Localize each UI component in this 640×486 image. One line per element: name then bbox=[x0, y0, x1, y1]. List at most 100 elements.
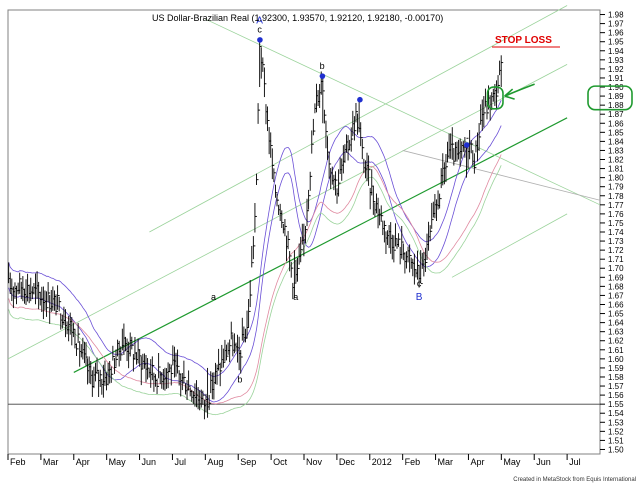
price-bar bbox=[353, 116, 357, 141]
price-bar bbox=[297, 257, 300, 282]
price-bar bbox=[393, 235, 396, 263]
y-tick-label: 1.78 bbox=[608, 192, 624, 201]
descending-channel-lower bbox=[402, 150, 601, 201]
y-tick-label: 1.91 bbox=[608, 74, 624, 83]
price-bar bbox=[304, 225, 308, 244]
price-bar bbox=[256, 173, 259, 185]
pivot-dot bbox=[464, 142, 470, 148]
price-bar bbox=[158, 352, 161, 379]
main-trendline bbox=[73, 117, 568, 373]
price-bar bbox=[248, 299, 251, 328]
price-bar bbox=[338, 169, 341, 197]
highlight-circle-axis bbox=[587, 85, 633, 111]
highlight-arrow-head bbox=[504, 88, 515, 100]
price-bar bbox=[496, 80, 499, 110]
price-bar bbox=[249, 280, 253, 308]
trend-channels bbox=[7, 5, 601, 405]
price-bar bbox=[183, 360, 186, 384]
y-tick-label: 1.81 bbox=[608, 165, 624, 174]
outer-channel-line bbox=[149, 5, 568, 233]
chart-title: US Dollar-Brazilian Real (1.92300, 1.935… bbox=[152, 13, 443, 23]
price-bar bbox=[254, 202, 257, 233]
price-bar bbox=[96, 357, 100, 375]
y-tick-label: 1.95 bbox=[608, 38, 624, 47]
ma-envelope-lower bbox=[8, 165, 502, 416]
price-bar bbox=[47, 282, 51, 303]
price-bar bbox=[177, 349, 180, 374]
price-bar bbox=[445, 154, 448, 183]
x-tick-label: 2012 bbox=[372, 457, 392, 467]
price-bar bbox=[308, 189, 311, 210]
y-tick-label: 1.50 bbox=[608, 445, 624, 454]
y-tick-label: 1.61 bbox=[608, 346, 624, 355]
price-bar bbox=[322, 76, 325, 124]
price-bar bbox=[289, 251, 292, 272]
y-axis: 1.501.511.521.531.541.551.561.571.581.59… bbox=[600, 11, 624, 454]
y-tick-label: 1.86 bbox=[608, 119, 624, 128]
price-bar bbox=[113, 358, 117, 374]
price-bar bbox=[147, 358, 150, 380]
price-bar bbox=[355, 103, 358, 123]
y-tick-label: 1.83 bbox=[608, 146, 624, 155]
y-tick-label: 1.68 bbox=[608, 282, 624, 291]
x-axis: Feb Mar Apr May Jun Jul Aug Sep Oct Nov Dec 2012 Feb… bbox=[7, 454, 581, 467]
wave-label: c bbox=[417, 278, 422, 288]
y-tick-label: 1.94 bbox=[608, 47, 624, 56]
stop-loss-label: STOP LOSS bbox=[495, 35, 552, 46]
price-bar bbox=[46, 291, 49, 317]
y-tick-label: 1.79 bbox=[608, 183, 624, 192]
price-bar bbox=[140, 356, 144, 386]
price-bar bbox=[466, 137, 469, 178]
y-tick-label: 1.71 bbox=[608, 255, 624, 264]
price-bar bbox=[139, 349, 142, 367]
ma-envelope-upper bbox=[8, 100, 502, 378]
y-tick-label: 1.60 bbox=[608, 355, 624, 364]
x-tick-label: Dec bbox=[339, 457, 356, 467]
price-bar bbox=[306, 198, 310, 227]
price-bar bbox=[350, 127, 354, 152]
price-bar bbox=[19, 272, 22, 294]
price-bar bbox=[372, 185, 376, 215]
y-tick-label: 1.97 bbox=[608, 20, 624, 29]
price-bar bbox=[273, 168, 276, 183]
price-bar bbox=[156, 378, 160, 395]
wave-label: B bbox=[416, 292, 423, 303]
x-tick-label: May bbox=[503, 457, 521, 467]
price-bar bbox=[229, 339, 232, 363]
price-bar bbox=[202, 390, 205, 405]
x-tick-label: Mar bbox=[438, 457, 454, 467]
highlight-circle-price bbox=[486, 86, 504, 110]
price-bar bbox=[483, 96, 486, 128]
price-bar bbox=[300, 236, 303, 263]
wave-label: A bbox=[256, 16, 263, 27]
x-tick-label: Jul bbox=[174, 457, 186, 467]
price-bar bbox=[420, 250, 423, 285]
price-bar bbox=[309, 171, 313, 191]
price-bar bbox=[240, 350, 243, 374]
price-bar bbox=[287, 230, 291, 250]
x-tick-label: Nov bbox=[306, 457, 323, 467]
price-bar bbox=[470, 140, 474, 154]
y-tick-label: 1.56 bbox=[608, 391, 624, 400]
price-bar bbox=[57, 285, 60, 310]
x-tick-label: Oct bbox=[273, 457, 288, 467]
price-bar bbox=[275, 184, 278, 198]
price-bar bbox=[429, 225, 433, 242]
y-tick-label: 1.59 bbox=[608, 364, 624, 373]
y-tick-label: 1.96 bbox=[608, 29, 624, 38]
price-bar bbox=[257, 103, 261, 124]
y-tick-label: 1.62 bbox=[608, 337, 624, 346]
price-bar bbox=[246, 310, 250, 339]
y-tick-label: 1.65 bbox=[608, 310, 624, 319]
y-tick-label: 1.98 bbox=[608, 11, 624, 20]
price-bar bbox=[281, 210, 284, 228]
price-bar bbox=[188, 370, 191, 391]
pivot-dot bbox=[319, 73, 326, 79]
price-bar bbox=[380, 205, 384, 222]
price-bar bbox=[110, 366, 114, 383]
y-tick-label: 1.51 bbox=[608, 436, 624, 445]
